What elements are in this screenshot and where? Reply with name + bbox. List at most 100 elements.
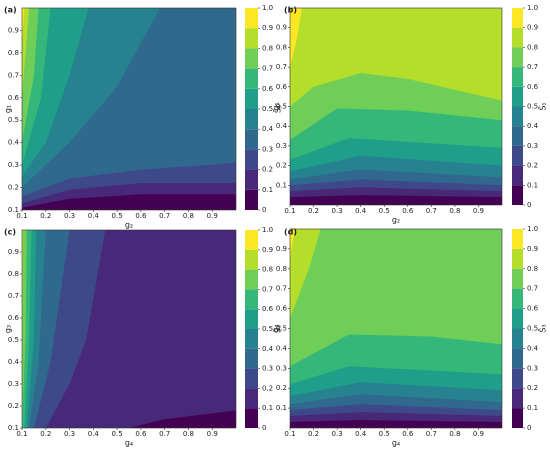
x-tick-label: 0.5 <box>112 430 123 438</box>
colorbar-segment <box>245 88 258 109</box>
y-tick-label: 0.7 <box>8 292 19 300</box>
colorbar-tick-label: 0.4 <box>262 125 274 133</box>
y-tick-label: 0.3 <box>276 364 287 372</box>
x-tick-label: 0.4 <box>355 207 367 215</box>
contour-band <box>290 229 502 367</box>
y-tick-label: 0.2 <box>276 384 287 392</box>
panel: 0.1 0.2 0.3 0.4 0.5 0.6 0.7 0.8 0.9 0.1 0.2 0.3 0.4 0… <box>4 226 283 448</box>
colorbar-tick-label: 0.5 <box>262 325 273 333</box>
panel: 0.1 0.2 0.3 0.4 0.5 0.6 0.7 0.8 0.9 0.1 0.2 0.3 0.4 0… <box>272 4 548 225</box>
colorbar-segment <box>512 106 523 127</box>
colorbar-segment <box>512 248 523 269</box>
colorbar-tick-label: 0.2 <box>262 384 273 392</box>
x-axis-label: g₄ <box>392 439 400 448</box>
colorbar-tick-label: 0.9 <box>527 24 538 32</box>
colorbar-tick-label: 0.2 <box>262 166 273 174</box>
y-tick-label: 0.3 <box>276 142 287 150</box>
x-tick-label: 0.9 <box>473 207 484 215</box>
x-tick-label: 0.6 <box>402 207 414 215</box>
x-tick-label: 0.1 <box>16 212 27 220</box>
y-tick-label: 0.7 <box>276 63 287 71</box>
x-axis-label: g₂ <box>125 221 133 230</box>
y-tick-label: 0.6 <box>8 94 20 102</box>
colorbar-tick-label: 0.5 <box>527 103 538 111</box>
colorbar-tick-label: 0.3 <box>262 365 273 373</box>
colorbar-tick-label: 0.3 <box>262 145 273 153</box>
x-tick-label: 0.8 <box>449 207 460 215</box>
colorbar-tick-label: 0.6 <box>527 83 539 91</box>
colorbar-label: S̃₃ <box>272 325 282 333</box>
colorbar-segment <box>245 109 258 130</box>
colorbar-tick-label: 0 <box>527 201 531 209</box>
y-axis-label: g₁ <box>4 105 13 113</box>
colorbar-segment <box>512 185 523 205</box>
colorbar-tick-label: 0.3 <box>527 142 538 150</box>
colorbar-segment <box>245 269 258 290</box>
colorbar-tick-label: 0.7 <box>527 63 538 71</box>
colorbar-tick-label: 0.8 <box>262 266 273 274</box>
y-tick-label: 0.9 <box>276 24 287 32</box>
contour-band <box>22 8 25 42</box>
y-tick-label: 0.5 <box>276 325 287 333</box>
y-axis-label: g₃ <box>4 325 13 333</box>
colorbar-tick-label: 0.4 <box>527 122 539 130</box>
colorbar-segment <box>512 229 523 249</box>
colorbar-segment <box>512 126 523 146</box>
y-tick-label: 0.1 <box>8 424 19 432</box>
colorbar-segment <box>512 8 523 28</box>
contour-band <box>290 229 295 259</box>
colorbar-segment <box>512 67 523 87</box>
colorbar-tick-label: 0.7 <box>262 285 273 293</box>
x-tick-label: 0.8 <box>183 430 194 438</box>
x-tick-label: 0.6 <box>135 212 147 220</box>
y-tick-label: 0.3 <box>8 161 19 169</box>
x-axis-label: g₄ <box>125 439 133 448</box>
x-tick-label: 0.7 <box>159 212 170 220</box>
y-tick-label: 0.2 <box>8 402 19 410</box>
plot-area <box>22 8 236 210</box>
colorbar-segment <box>245 149 258 170</box>
y-axis-label: g₁ <box>272 102 281 110</box>
plot-frame <box>21 7 237 211</box>
colorbar-segment <box>512 368 523 389</box>
x-tick-label: 0.9 <box>207 212 218 220</box>
colorbar-tick-label: 0.7 <box>262 65 273 73</box>
x-tick-label: 0.7 <box>426 207 437 215</box>
y-tick-label: 0.1 <box>8 206 19 214</box>
contour-band <box>22 8 30 98</box>
y-tick-label: 0.4 <box>8 139 20 147</box>
colorbar-segment <box>512 388 523 409</box>
plot-area <box>22 230 236 428</box>
colorbar-tick-label: 0.8 <box>262 44 273 52</box>
colorbar-tick-label: 0.4 <box>527 344 539 352</box>
colorbar-segment <box>245 8 258 29</box>
panel: 0.1 0.2 0.3 0.4 0.5 0.6 0.7 0.8 0.9 0.1 0.2 0.3 0.4 0… <box>4 4 283 230</box>
contour-band <box>22 230 27 428</box>
colorbar-segment <box>512 408 523 428</box>
colorbar-tick-label: 0.6 <box>262 85 274 93</box>
x-tick-label: 0.4 <box>88 430 100 438</box>
contour-band <box>290 8 502 107</box>
colorbar-segment <box>512 268 523 289</box>
colorbar-tick-label: 0.5 <box>527 325 538 333</box>
y-tick-label: 0.9 <box>8 248 19 256</box>
colorbar-segment <box>245 289 258 310</box>
y-tick-label: 0.4 <box>276 122 288 130</box>
colorbar-segment <box>245 189 258 210</box>
colorbar-segment <box>245 368 258 389</box>
y-tick-label: 0.1 <box>276 404 287 412</box>
y-tick-label: 0.8 <box>276 265 287 273</box>
colorbar-tick-label: 0.7 <box>527 285 538 293</box>
colorbar-segment <box>245 48 258 69</box>
colorbar-segment <box>512 145 523 166</box>
colorbar-segment <box>512 308 523 329</box>
colorbar-segment <box>245 309 258 329</box>
colorbar-tick-label: 0.2 <box>527 384 538 392</box>
colorbar-segment <box>512 348 523 369</box>
colorbar-segment <box>245 329 258 349</box>
colorbar-tick-label: 0 <box>262 424 266 432</box>
x-tick-label: 0.8 <box>183 212 194 220</box>
colorbar-tick-label: 0.2 <box>527 162 538 170</box>
y-tick-label: 0.2 <box>8 184 19 192</box>
